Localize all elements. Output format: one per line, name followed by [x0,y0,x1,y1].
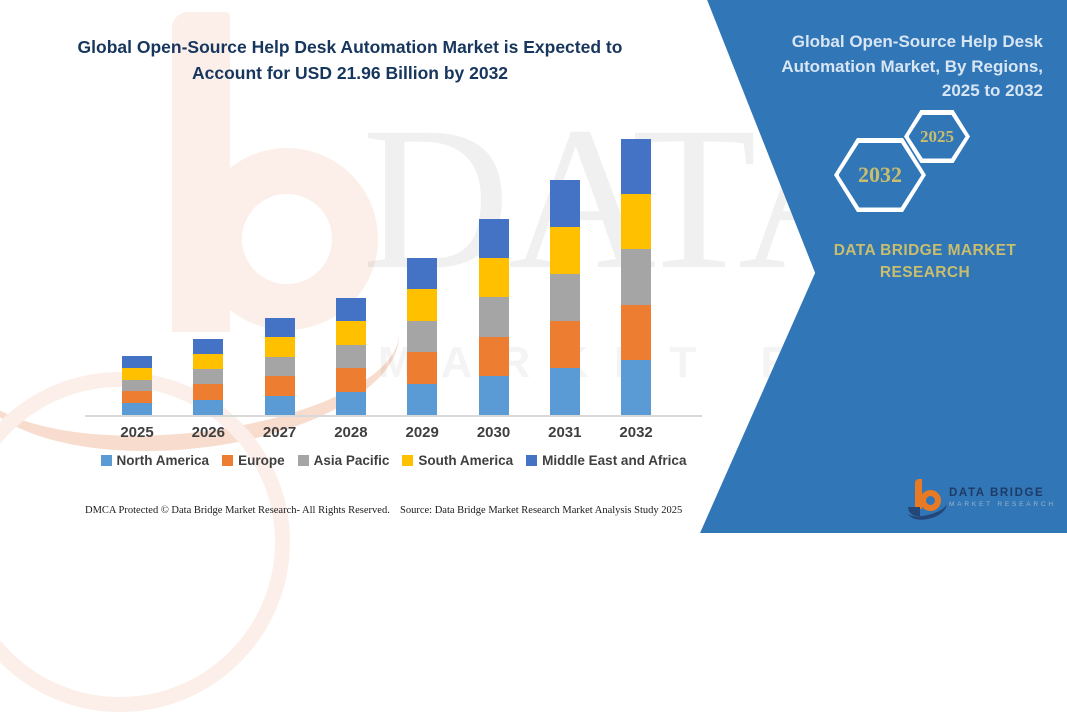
stacked-bar-2032 [621,139,652,415]
x-axis-label: 2028 [334,424,368,441]
bar-segment [478,375,509,415]
legend-swatch [100,455,112,466]
logo-b-bowl-shape [920,490,941,511]
bar-segment [335,391,366,415]
bar-segment [478,219,509,259]
hexagon-2032-label: 2032 [838,142,922,208]
company-logo-icon [904,477,950,524]
stacked-bar-2030 [478,219,509,415]
bar-segment [122,356,152,368]
bar-segment [193,384,224,400]
stacked-bar-2031 [549,180,580,415]
legend-swatch [526,455,538,466]
chart-title-line2: Account for USD 21.96 Billion by 2032 [191,63,509,84]
x-axis-label: 2032 [619,424,653,441]
brand-text: DATA BRIDGE MARKET RESEARCH [805,240,1045,283]
chart-title: Global Open-Source Help Desk Automation … [58,34,642,87]
bar-segment [621,139,652,195]
legend-swatch [222,455,234,466]
bar-segment [264,356,295,377]
bar-segment [122,379,152,392]
legend-item: Asia Pacific [297,453,390,468]
chart-legend: North America Europe Asia Pacific South Ame… [85,453,702,468]
bar-segment [335,344,366,369]
company-logo-name: DATA BRIDGE [949,486,1045,499]
x-axis-label: 2026 [191,424,225,441]
bar-segment [407,258,438,290]
legend-label: North America [116,453,210,468]
stacked-bar-2026 [193,338,224,415]
side-panel-title: Global Open-Source Help Desk Automation … [771,30,1043,104]
bar-segment [193,353,224,370]
bar-segment [407,289,438,321]
bar-segment [264,337,295,357]
bar-segment [335,321,366,345]
legend-label: Asia Pacific [313,453,390,468]
hexagon-2025-label: 2025 [908,114,966,159]
bar-segment [621,359,652,415]
footer-source-text: Source: Data Bridge Market Research Mark… [400,505,683,516]
bar-segment [193,399,224,415]
side-panel-title-line2: Automation Market, By Regions, [781,56,1043,76]
stacked-bar-2028 [335,298,366,415]
side-panel-title-line3: 2025 to 2032 [941,81,1043,101]
company-logo-text: DATA BRIDGE MARKET RESEARCH [949,487,1056,508]
bar-segment [193,338,224,354]
logo-b-stem-shape [915,479,922,509]
bar-segment [122,367,152,380]
x-axis-label: 2025 [120,424,154,441]
bar-segment [549,227,580,274]
legend-label: South America [418,453,514,468]
bar-segment [621,249,652,305]
chart-title-line1: Global Open-Source Help Desk Automation … [77,37,623,57]
bar-segment [122,391,152,404]
bar-segment [549,368,580,415]
company-logo: DATA BRIDGE MARKET RESEARCH [904,477,1056,524]
stacked-bar-2025 [122,356,152,415]
hexagon-badge-2025: 2025 [904,110,970,163]
legend-swatch [402,455,414,466]
logo-tail-shape [908,507,920,516]
footer-dmca-text: DMCA Protected © Data Bridge Market Rese… [85,505,390,516]
company-logo-tagline: MARKET RESEARCH [949,500,1056,508]
legend-item: Middle East and Africa [526,453,686,468]
bar-segment [407,320,438,353]
bar-segment [407,383,438,415]
legend-label: Middle East and Africa [542,453,687,468]
bar-segment [549,321,580,368]
bar-segment [549,274,580,321]
legend-item: South America [402,453,513,468]
bar-segment [335,368,366,392]
side-panel-title-line1: Global Open-Source Help Desk [791,32,1043,51]
bar-segment [264,376,295,396]
bar-segment [478,297,509,337]
bar-segment [264,318,295,338]
stacked-bar-2029 [407,258,438,415]
brand-text-line1: DATA BRIDGE MARKET [833,242,1017,259]
stacked-bar-2027 [264,318,295,415]
x-axis-label: 2031 [548,424,582,441]
bar-segment [478,336,509,376]
legend-label: Europe [238,453,285,468]
legend-swatch [297,455,309,466]
bar-segment [122,403,152,415]
bar-segment [549,180,580,227]
bar-segment [621,194,652,250]
legend-item: Europe [222,453,285,468]
x-axis-label: 2029 [405,424,439,441]
bar-segment [193,369,224,385]
bar-segment [335,298,366,322]
bar-segment [407,352,438,384]
x-axis-label: 2027 [262,424,297,441]
stacked-bar-chart [85,118,702,417]
x-axis-labels: 2025 2026 2027 2028 2029 2030 2031 2032 [85,424,702,444]
x-axis-label: 2030 [476,424,511,441]
bar-segment [478,258,509,298]
brand-text-line2: RESEARCH [879,263,971,281]
bar-segment [621,304,652,360]
bar-segment [264,395,295,415]
legend-item: North America [100,453,210,468]
